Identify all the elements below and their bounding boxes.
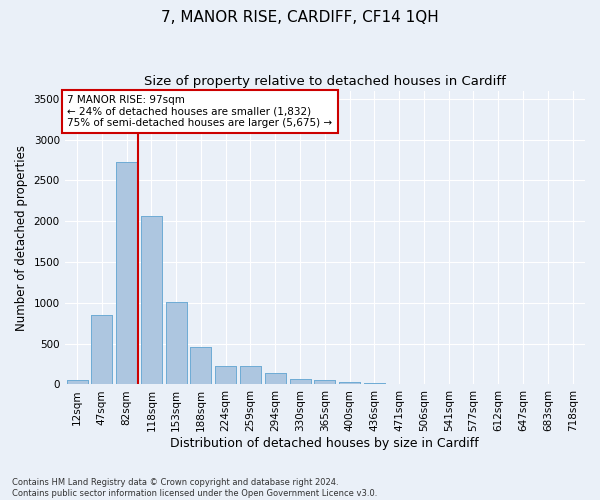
Bar: [314, 380, 335, 384]
Bar: [240, 366, 261, 384]
Bar: [215, 366, 236, 384]
Bar: [116, 162, 137, 384]
Bar: [166, 302, 187, 384]
Bar: [190, 347, 211, 385]
Bar: [67, 380, 88, 384]
Bar: [290, 379, 311, 384]
Text: Contains HM Land Registry data © Crown copyright and database right 2024.
Contai: Contains HM Land Registry data © Crown c…: [12, 478, 377, 498]
Y-axis label: Number of detached properties: Number of detached properties: [15, 144, 28, 330]
Bar: [364, 383, 385, 384]
Text: 7, MANOR RISE, CARDIFF, CF14 1QH: 7, MANOR RISE, CARDIFF, CF14 1QH: [161, 10, 439, 25]
Bar: [166, 302, 187, 384]
Bar: [91, 315, 112, 384]
Bar: [67, 380, 88, 384]
Bar: [116, 162, 137, 384]
Bar: [141, 216, 162, 384]
Bar: [314, 380, 335, 384]
Bar: [290, 379, 311, 384]
Bar: [190, 347, 211, 385]
Bar: [339, 382, 360, 384]
Text: 7 MANOR RISE: 97sqm
← 24% of detached houses are smaller (1,832)
75% of semi-det: 7 MANOR RISE: 97sqm ← 24% of detached ho…: [67, 95, 332, 128]
Bar: [339, 382, 360, 384]
Bar: [141, 216, 162, 384]
Title: Size of property relative to detached houses in Cardiff: Size of property relative to detached ho…: [144, 75, 506, 88]
Bar: [215, 366, 236, 384]
Bar: [364, 383, 385, 384]
Bar: [265, 374, 286, 384]
Bar: [265, 374, 286, 384]
X-axis label: Distribution of detached houses by size in Cardiff: Distribution of detached houses by size …: [170, 437, 479, 450]
Bar: [91, 315, 112, 384]
Bar: [240, 366, 261, 384]
